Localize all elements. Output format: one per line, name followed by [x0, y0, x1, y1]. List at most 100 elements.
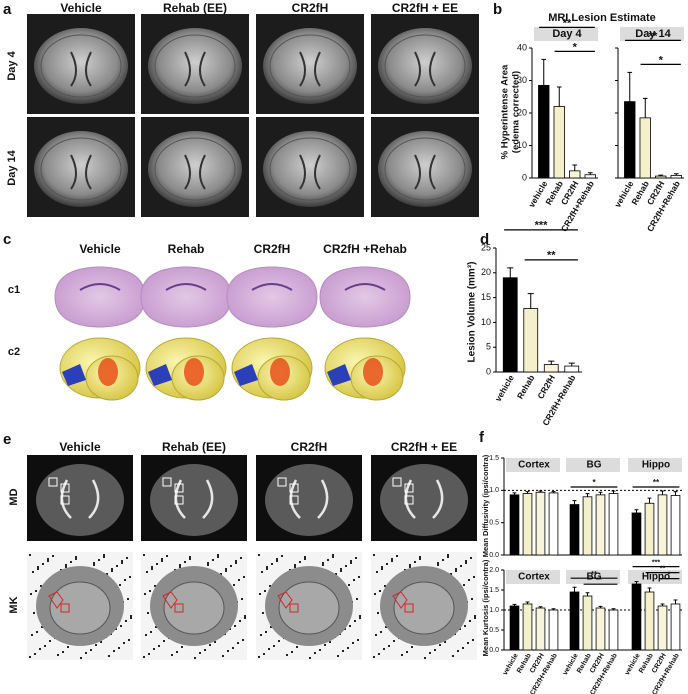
speckle: [41, 626, 43, 628]
speckle: [393, 640, 395, 642]
speckle: [271, 563, 273, 565]
error-bar: [556, 86, 562, 107]
speckle: [158, 645, 160, 647]
roi-box: [48, 477, 58, 487]
row-label: Day 4: [6, 50, 18, 80]
speckle: [33, 612, 35, 614]
brain: [378, 131, 472, 207]
speckle: [75, 558, 77, 560]
speckle: [345, 565, 347, 567]
speckle: [234, 625, 236, 627]
speckle: [471, 598, 473, 600]
speckle: [237, 642, 239, 644]
ventricle: [299, 154, 321, 190]
speckle: [199, 652, 201, 654]
brain: [150, 464, 238, 536]
speckle: [322, 564, 324, 566]
bar: [624, 101, 636, 179]
speckle: [332, 556, 334, 558]
bar: [595, 494, 606, 556]
speckle: [391, 558, 393, 560]
speckle: [230, 565, 232, 567]
error-bar: [525, 491, 530, 494]
y-axis-label: (edema corrected): [511, 71, 522, 153]
speckle: [406, 651, 408, 653]
speckle: [472, 639, 474, 641]
error-bar: [507, 267, 514, 278]
speckle: [189, 558, 191, 560]
error-bar: [572, 164, 578, 171]
panel-letter: b: [493, 1, 502, 18]
histology: [54, 266, 146, 328]
speckle: [467, 642, 469, 644]
bar: [535, 491, 546, 556]
bar: [553, 106, 565, 179]
speckle: [374, 593, 376, 595]
bar: [543, 364, 559, 373]
roi-box: [162, 477, 172, 487]
speckle: [143, 656, 145, 658]
speckle: [204, 649, 206, 651]
speckle: [270, 626, 272, 628]
error-bar: [585, 592, 590, 596]
error-bar: [642, 97, 648, 118]
speckle: [356, 598, 358, 600]
speckle: [115, 628, 117, 630]
error-bar: [598, 491, 603, 495]
speckle: [163, 640, 165, 642]
y-axis-label: % Hyperintense Area: [500, 64, 511, 159]
group-header-box: [566, 458, 620, 472]
speckle: [347, 647, 349, 649]
speckle: [388, 645, 390, 647]
bar: [522, 603, 533, 651]
speckle: [337, 655, 339, 657]
bar: [502, 277, 518, 373]
cortex-ring: [154, 34, 236, 98]
bar: [569, 504, 580, 556]
column-header: Rehab (EE): [162, 440, 226, 454]
model-blue: [327, 364, 351, 386]
speckle: [327, 559, 329, 561]
significance-label: ***: [535, 220, 549, 232]
x-tick-label: vehicle: [502, 652, 520, 676]
speckle: [354, 620, 356, 622]
column-header: Vehicle: [60, 1, 102, 15]
bar: [657, 494, 668, 556]
speckle: [241, 598, 243, 600]
speckle: [103, 554, 105, 556]
speckle: [217, 554, 219, 556]
speckle: [384, 585, 386, 587]
brain: [36, 464, 124, 536]
histology: [140, 266, 232, 328]
speckle: [322, 562, 324, 564]
column-header: Vehicle: [59, 440, 101, 454]
speckle: [340, 570, 342, 572]
brain-inner: [393, 581, 455, 635]
group-header: BG: [587, 572, 602, 583]
column-header: Vehicle: [79, 242, 121, 256]
speckle: [31, 634, 33, 636]
speckle: [80, 657, 82, 659]
bar: [509, 494, 520, 556]
speckle: [350, 560, 352, 562]
speckle: [225, 568, 227, 570]
cortex-ring: [40, 34, 122, 98]
bar: [522, 493, 533, 556]
roi-red: [48, 591, 70, 613]
error-bar: [548, 360, 555, 365]
speckle: [385, 626, 387, 628]
speckle: [222, 655, 224, 657]
x-tick-label: vehicle: [612, 179, 635, 209]
error-bar: [538, 606, 543, 608]
speckle: [75, 556, 77, 558]
speckle: [264, 590, 266, 592]
error-bar: [634, 509, 639, 513]
row-label: c2: [8, 346, 20, 358]
x-tick-label: vehicle: [493, 373, 516, 403]
speckle: [379, 590, 381, 592]
speckle: [314, 652, 316, 654]
x-tick-label: vehicle: [526, 179, 549, 209]
speckle: [358, 576, 360, 578]
speckle: [258, 656, 260, 658]
y-tick-label: 20: [517, 107, 527, 117]
